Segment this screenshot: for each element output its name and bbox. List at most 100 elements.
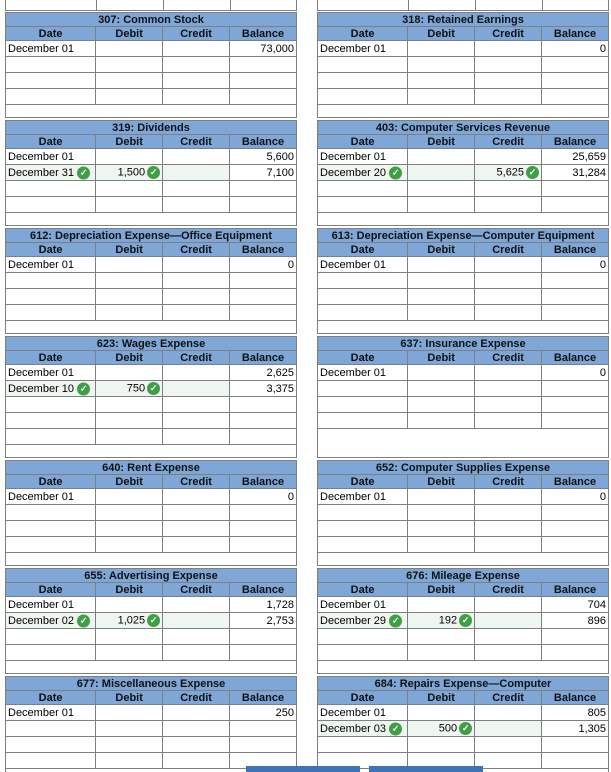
cell-date[interactable]: [4, 396, 97, 413]
cell-debit[interactable]: [407, 504, 476, 521]
cell-date[interactable]: [316, 644, 409, 661]
cell-debit[interactable]: [407, 412, 476, 429]
cell-debit[interactable]: 500 ✓: [407, 720, 476, 737]
cell-date[interactable]: [316, 380, 409, 397]
cell-debit[interactable]: [95, 288, 164, 305]
cell-credit[interactable]: [474, 504, 543, 521]
cell-debit[interactable]: [407, 488, 476, 505]
cell-credit[interactable]: [474, 256, 543, 273]
cell-debit[interactable]: [95, 596, 164, 613]
cell-date[interactable]: [4, 72, 97, 89]
cell-credit[interactable]: [162, 180, 231, 197]
cell-debit[interactable]: [407, 164, 476, 181]
cell-debit[interactable]: [407, 56, 476, 73]
cell-debit[interactable]: [95, 396, 164, 413]
cell-date[interactable]: December 01: [4, 488, 97, 505]
cell-credit[interactable]: [474, 364, 543, 381]
cell-credit[interactable]: [162, 396, 231, 413]
cell-debit[interactable]: 1,025 ✓: [95, 612, 164, 629]
cell-debit[interactable]: [407, 520, 476, 537]
cell-debit[interactable]: [95, 412, 164, 429]
cell-debit[interactable]: [95, 428, 164, 445]
cell-date[interactable]: [4, 304, 97, 321]
cell-date[interactable]: December 10 ✓: [4, 380, 97, 397]
cell-date[interactable]: December 01: [316, 704, 409, 721]
cell-credit[interactable]: [474, 704, 543, 721]
cell-debit[interactable]: [407, 736, 476, 753]
cell-credit[interactable]: [474, 612, 543, 629]
cell-date[interactable]: December 01: [4, 596, 97, 613]
cell-debit[interactable]: [407, 272, 476, 289]
cell-date[interactable]: [316, 180, 409, 197]
cell-credit[interactable]: [474, 644, 543, 661]
cell-date[interactable]: [316, 196, 409, 213]
cell-debit[interactable]: [95, 520, 164, 537]
cell-debit[interactable]: [95, 736, 164, 753]
cell-date[interactable]: December 01: [4, 704, 97, 721]
cell-credit[interactable]: [474, 288, 543, 305]
cell-credit[interactable]: [474, 272, 543, 289]
cell-debit[interactable]: [407, 304, 476, 321]
cell-date[interactable]: December 02 ✓: [4, 612, 97, 629]
cell-date[interactable]: December 01: [316, 148, 409, 165]
cell-date[interactable]: [316, 396, 409, 413]
cell-credit[interactable]: [162, 288, 231, 305]
cell-credit[interactable]: [162, 72, 231, 89]
cell-credit[interactable]: [474, 88, 543, 105]
cell-date[interactable]: December 29 ✓: [316, 612, 409, 629]
cell-credit[interactable]: [162, 736, 231, 753]
cell-date[interactable]: [4, 428, 97, 445]
cell-date[interactable]: December 03 ✓: [316, 720, 409, 737]
cell-debit[interactable]: [95, 180, 164, 197]
cell-credit[interactable]: [162, 164, 231, 181]
cell-debit[interactable]: [95, 752, 164, 769]
cell-date[interactable]: December 01: [316, 256, 409, 273]
cell-debit[interactable]: [95, 196, 164, 213]
cell-debit[interactable]: [95, 488, 164, 505]
cell-date[interactable]: [4, 180, 97, 197]
cell-debit[interactable]: [95, 88, 164, 105]
cell-date[interactable]: [4, 196, 97, 213]
cell-date[interactable]: December 01: [4, 364, 97, 381]
cell-credit[interactable]: [162, 428, 231, 445]
cell-debit[interactable]: [95, 536, 164, 553]
cell-date[interactable]: [4, 88, 97, 105]
cell-debit[interactable]: [407, 752, 476, 769]
cell-date[interactable]: December 01: [316, 596, 409, 613]
cell-debit[interactable]: 750 ✓: [95, 380, 164, 397]
cell-credit[interactable]: [474, 752, 543, 769]
cell-date[interactable]: [4, 504, 97, 521]
cell-date[interactable]: [316, 56, 409, 73]
cell-credit[interactable]: 5,625 ✓: [474, 164, 543, 181]
cell-credit[interactable]: [162, 704, 231, 721]
cell-credit[interactable]: [162, 596, 231, 613]
cell-debit[interactable]: [407, 364, 476, 381]
cell-debit[interactable]: [407, 704, 476, 721]
cell-debit[interactable]: [95, 504, 164, 521]
cell-date[interactable]: December 01: [4, 40, 97, 57]
cell-debit[interactable]: [95, 364, 164, 381]
cell-credit[interactable]: [162, 412, 231, 429]
cell-debit[interactable]: [407, 196, 476, 213]
cell-debit[interactable]: [95, 148, 164, 165]
cell-credit[interactable]: [162, 752, 231, 769]
cell-date[interactable]: December 01: [316, 364, 409, 381]
cell-debit[interactable]: [95, 644, 164, 661]
cell-credit[interactable]: [162, 612, 231, 629]
cell-date[interactable]: [316, 520, 409, 537]
cell-debit[interactable]: [407, 288, 476, 305]
cell-credit[interactable]: [162, 488, 231, 505]
cell-credit[interactable]: [474, 40, 543, 57]
cell-credit[interactable]: [162, 88, 231, 105]
cell-date[interactable]: December 01: [4, 256, 97, 273]
cell-credit[interactable]: [162, 56, 231, 73]
cell-debit[interactable]: [407, 596, 476, 613]
cell-credit[interactable]: [162, 628, 231, 645]
cell-debit[interactable]: [407, 644, 476, 661]
cell-debit[interactable]: [95, 704, 164, 721]
cell-debit[interactable]: [407, 40, 476, 57]
cell-date[interactable]: [316, 88, 409, 105]
cell-date[interactable]: [316, 536, 409, 553]
cell-debit[interactable]: [95, 256, 164, 273]
cell-credit[interactable]: [162, 504, 231, 521]
